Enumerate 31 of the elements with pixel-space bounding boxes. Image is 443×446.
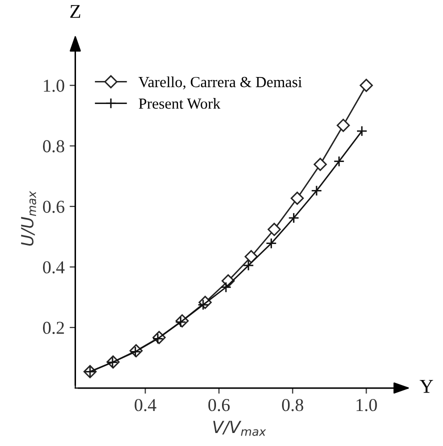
point — [311, 185, 322, 196]
y-tick-label: 0.2 — [43, 322, 64, 334]
x-tick-label: 0.4 — [134, 398, 156, 412]
point — [175, 316, 186, 328]
point — [268, 222, 281, 236]
point — [288, 212, 300, 224]
point — [333, 156, 345, 167]
x-axis-title: V/V$_{max}$ — [213, 420, 266, 436]
point — [356, 126, 368, 137]
point — [290, 192, 304, 205]
y-tick-label: 0.4 — [43, 261, 65, 274]
point — [266, 238, 277, 249]
y-tick-label: 0.8 — [43, 140, 64, 152]
legend-label: Varello, Carrera & Demasi — [138, 76, 302, 90]
point — [220, 282, 232, 293]
y-axis-title: U/U$_{max}$ — [21, 190, 36, 246]
x-tick-label: 0.6 — [208, 398, 230, 412]
point — [314, 158, 327, 171]
point — [242, 260, 254, 272]
y-tick-label: 0.6 — [43, 200, 64, 213]
point — [336, 118, 350, 132]
x-tick-label: 1.0 — [356, 398, 377, 412]
legend-label: Present Work — [138, 98, 220, 109]
text: Y — [420, 380, 434, 393]
point — [152, 333, 164, 344]
point — [360, 78, 373, 92]
text: Z — [70, 5, 80, 18]
y-tick-label: 1.0 — [44, 80, 64, 92]
point — [198, 299, 209, 310]
x-tick-label: 0.8 — [282, 398, 304, 412]
point — [244, 250, 258, 264]
